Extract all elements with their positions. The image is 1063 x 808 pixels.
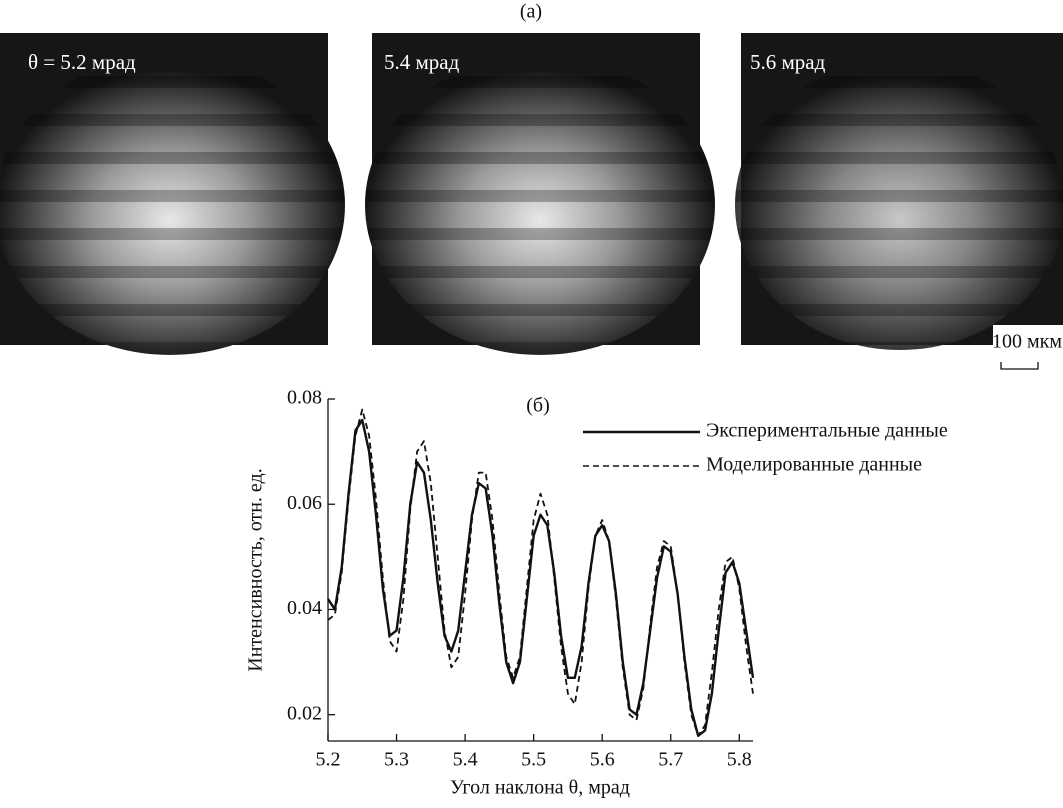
image-caption: θ = 5.2 мрад <box>28 50 136 74</box>
legend-label: Экспериментальные данные <box>706 420 948 442</box>
y-tick-label: 0.06 <box>287 492 322 514</box>
x-tick-label: 5.6 <box>590 749 615 771</box>
x-axis-label: Угол наклона θ, мрад <box>450 777 630 799</box>
image: 5.6 мрад <box>735 33 1063 375</box>
image: 5.4 мрад <box>365 33 715 355</box>
scale-bar <box>1000 362 1039 370</box>
series-line <box>326 418 755 737</box>
image: θ = 5.2 мрад <box>0 33 345 355</box>
panel-label: (a) <box>520 1 542 23</box>
image-caption: 5.4 мрад <box>384 50 460 74</box>
x-tick-label: 5.5 <box>521 749 546 771</box>
x-tick-label: 5.3 <box>384 749 409 771</box>
x-tick-label: 5.2 <box>316 749 341 771</box>
legend-label: Моделированные данные <box>706 454 922 476</box>
image-caption: 5.6 мрад <box>750 50 826 74</box>
y-tick-label: 0.08 <box>287 387 322 409</box>
y-tick-label: 0.04 <box>287 597 322 619</box>
scale-bar-label: 100 мкм <box>992 331 1062 353</box>
y-axis-label: Интенсивность, отн. ед. <box>245 468 267 671</box>
x-tick-label: 5.7 <box>658 749 683 771</box>
series-line <box>327 408 754 737</box>
x-tick-label: 5.8 <box>727 749 752 771</box>
panel-label: (б) <box>526 395 550 417</box>
y-tick-label: 0.02 <box>287 702 322 724</box>
x-tick-label: 5.4 <box>453 749 478 771</box>
